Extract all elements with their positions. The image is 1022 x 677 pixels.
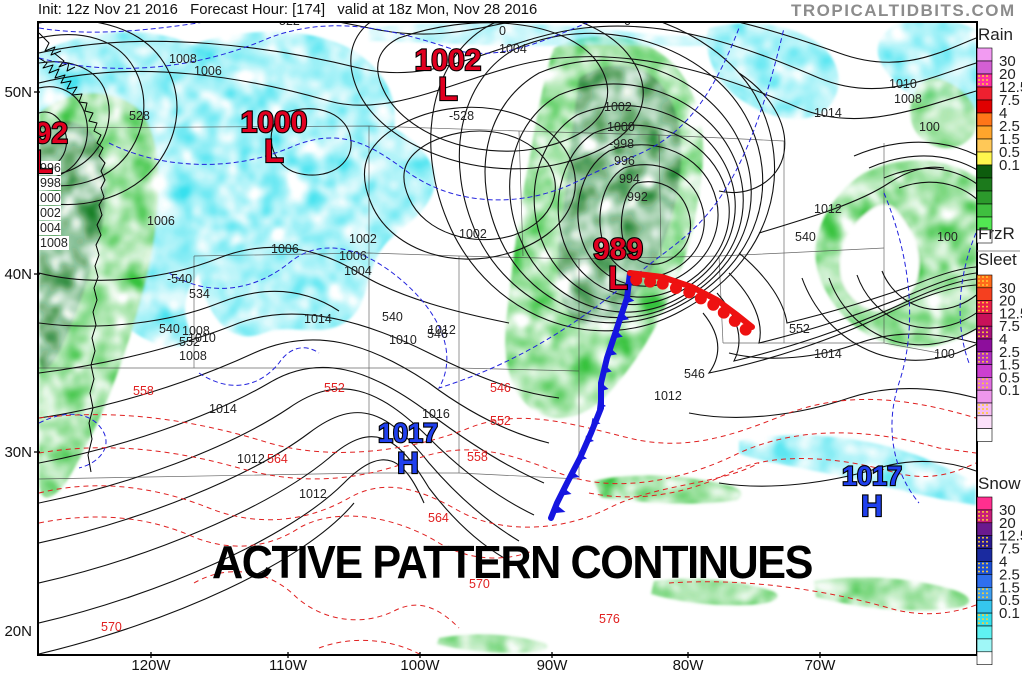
- svg-text:Rain: Rain: [978, 25, 1013, 44]
- svg-text:FrzR: FrzR: [978, 224, 1015, 243]
- svg-text:0.1: 0.1: [999, 605, 1020, 622]
- svg-text:0.1: 0.1: [999, 382, 1020, 399]
- svg-text:Snow: Snow: [978, 474, 1021, 493]
- svg-text:0.1: 0.1: [999, 157, 1020, 174]
- svg-text:Sleet: Sleet: [978, 250, 1017, 269]
